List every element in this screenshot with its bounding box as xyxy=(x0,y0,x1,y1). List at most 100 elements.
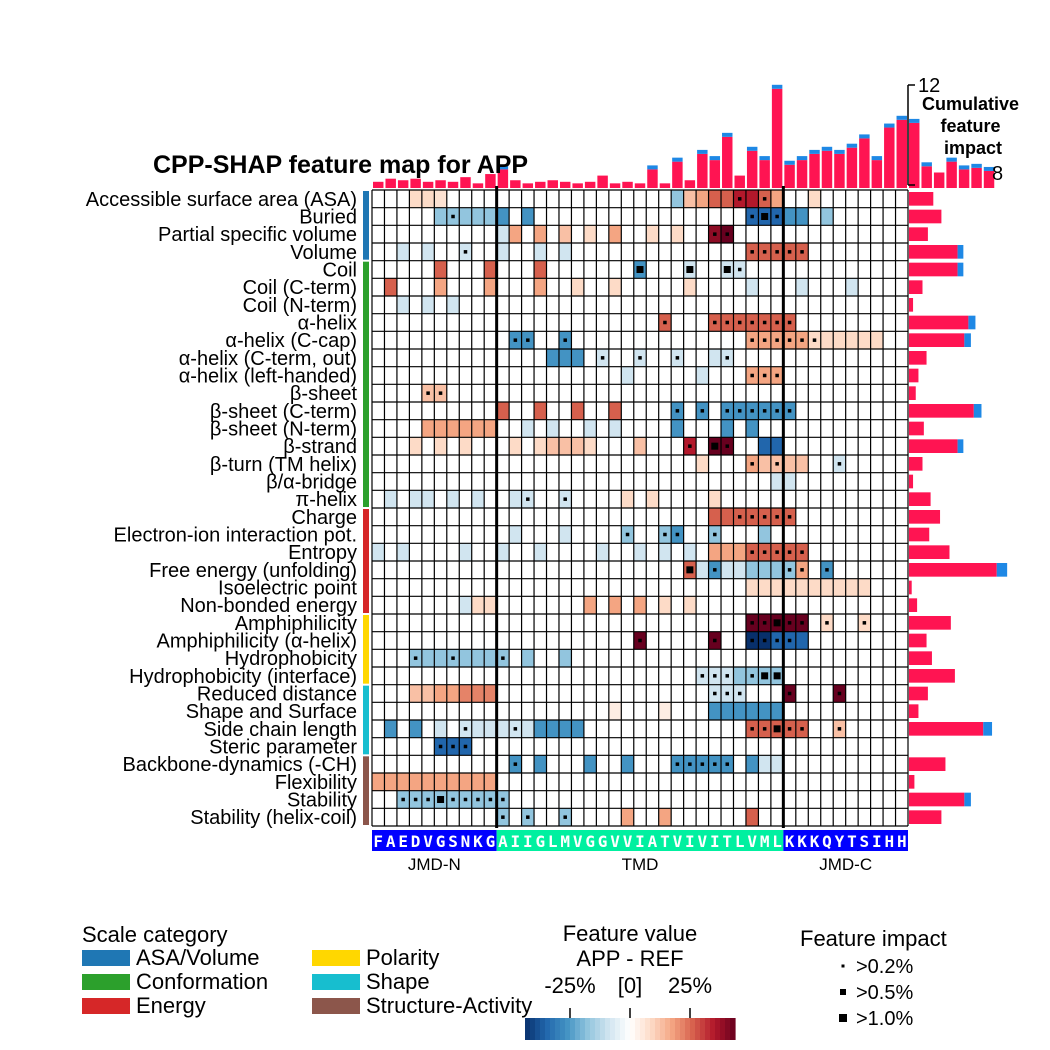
residue-letter: L xyxy=(735,832,745,851)
heatmap-cell xyxy=(571,720,584,738)
heatmap-cell xyxy=(484,596,497,614)
colorbar-segment xyxy=(590,1018,596,1040)
heatmap-cell xyxy=(409,437,422,455)
colorbar-segment xyxy=(685,1018,691,1040)
heatmap-cell xyxy=(534,260,547,279)
heatmap-cell xyxy=(608,419,622,438)
heatmap-cell xyxy=(608,278,622,296)
heatmap-cell xyxy=(608,596,622,614)
column-impact-bar xyxy=(422,181,434,188)
category-legend-title: Scale category xyxy=(82,922,228,947)
impact-marker xyxy=(762,320,767,325)
impact-marker xyxy=(463,250,468,254)
heatmap-cell xyxy=(658,596,672,614)
heatmap-cell xyxy=(534,543,547,561)
residue-letter: K xyxy=(785,832,795,851)
top-axis-tick-12: 12 xyxy=(918,75,940,97)
heatmap-cell xyxy=(833,578,846,597)
impact-marker xyxy=(750,409,754,413)
category-legend-label: Energy xyxy=(136,993,206,1018)
colorbar-segment xyxy=(600,1018,606,1040)
row-impact-bar xyxy=(909,492,931,506)
impact-marker xyxy=(663,320,667,325)
heatmap-cell xyxy=(795,455,809,473)
column-impact-bar-negative xyxy=(672,157,683,162)
heatmap-cell xyxy=(558,720,572,738)
impact-marker xyxy=(787,320,792,325)
row-label: β-sheet xyxy=(290,383,358,405)
heatmap-cell xyxy=(721,543,734,561)
column-impact-bar xyxy=(909,122,920,188)
column-impact-bar-negative xyxy=(784,160,795,165)
row-label: Backbone-dynamics (-CH) xyxy=(122,754,357,776)
category-bar xyxy=(363,615,369,684)
colorbar-segment xyxy=(645,1018,651,1040)
column-impact-bar xyxy=(460,177,471,188)
impact-marker xyxy=(563,338,567,342)
column-impact-bar-negative xyxy=(896,115,907,120)
category-legend-swatch xyxy=(82,950,130,966)
impact-marker xyxy=(775,409,779,413)
impact-marker xyxy=(526,815,530,819)
heatmap-cell xyxy=(421,296,435,314)
row-impact-bar xyxy=(909,810,942,824)
impact-marker xyxy=(775,638,779,643)
impact-marker xyxy=(762,621,767,625)
category-color-bars xyxy=(363,191,369,825)
heatmap-cell xyxy=(708,190,722,208)
residue-letter: T xyxy=(722,832,732,851)
heatmap-cell xyxy=(434,278,447,296)
impact-marker xyxy=(713,674,717,678)
impact-marker xyxy=(513,338,518,342)
residue-letter: G xyxy=(486,832,496,851)
heatmap-cell xyxy=(484,649,497,667)
residue-letter: I xyxy=(710,832,720,851)
residue-letter: S xyxy=(860,832,870,851)
heatmap-cell xyxy=(745,278,759,296)
heatmap-cell xyxy=(496,207,510,226)
column-impact-bar xyxy=(722,136,733,188)
impact-marker xyxy=(451,656,455,660)
column-impact-bar xyxy=(410,178,421,188)
impact-marker xyxy=(700,409,705,413)
heatmap-cell xyxy=(608,225,622,243)
colorbar-segment xyxy=(640,1018,646,1040)
heatmap-cell xyxy=(446,490,460,508)
row-impact-bar xyxy=(909,315,969,330)
impact-marker xyxy=(762,338,767,342)
residue-letter: V xyxy=(673,832,683,851)
row-impact-bar xyxy=(909,421,924,436)
heatmap-cell xyxy=(583,755,597,773)
impact-legend-label: >1.0% xyxy=(856,1008,913,1030)
colorbar-segment xyxy=(525,1018,531,1040)
impact-marker xyxy=(526,338,530,342)
heatmap-cell xyxy=(446,684,460,703)
heatmap-cell xyxy=(845,578,859,597)
impact-marker xyxy=(775,550,779,554)
colorbar-segment xyxy=(580,1018,586,1040)
impact-marker xyxy=(663,532,667,537)
heatmap-cell xyxy=(745,755,759,773)
heatmap-cell xyxy=(621,808,634,826)
heatmap-cell xyxy=(608,702,622,720)
colorbar-segment xyxy=(595,1018,601,1040)
heatmap-cell xyxy=(459,543,472,561)
heatmap-cell xyxy=(820,207,834,226)
row-impact-bar xyxy=(909,298,914,312)
column-impact-bar xyxy=(634,183,646,188)
colorbar-segment xyxy=(665,1018,671,1040)
heatmap-cell xyxy=(583,419,597,438)
heatmap-cell xyxy=(745,190,759,208)
heatmap-cell xyxy=(758,702,771,720)
impact-marker xyxy=(787,250,792,254)
impact-marker xyxy=(837,462,842,466)
impact-marker xyxy=(713,691,717,696)
colorbar-segment xyxy=(680,1018,686,1040)
column-impact-bar xyxy=(647,169,658,188)
colorbar-segment xyxy=(610,1018,616,1040)
impact-marker xyxy=(675,409,680,413)
residue-letter: F xyxy=(373,832,383,851)
impact-marker xyxy=(563,815,567,819)
row-label: β-strand xyxy=(283,436,357,458)
impact-marker xyxy=(787,338,792,342)
